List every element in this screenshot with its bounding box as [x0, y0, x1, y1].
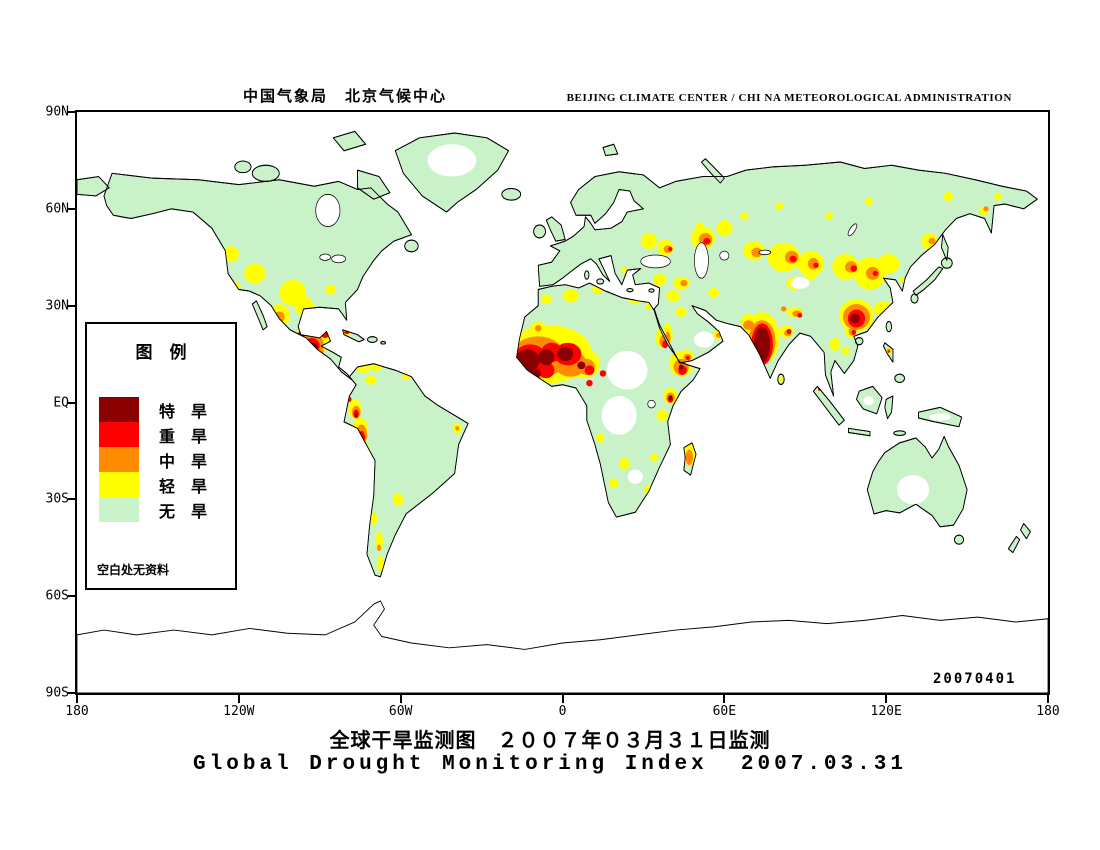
legend-label: 轻 旱	[159, 476, 208, 496]
legend-note: 空白处无资料	[97, 563, 170, 577]
lon-tick-label: 120W	[223, 704, 255, 719]
legend-title: 图 例	[135, 343, 187, 363]
legend-swatch-extreme	[99, 397, 139, 422]
lat-tick-mark	[68, 595, 77, 598]
footer-caption-english: Global Drought Monitoring Index 2007.03.…	[193, 753, 907, 776]
lat-tick-mark	[68, 207, 77, 210]
lon-tick-label: 60E	[712, 704, 737, 719]
lat-tick-label: 30N	[45, 298, 69, 314]
lon-tick-mark	[723, 693, 726, 703]
lat-tick-label: 90S	[45, 685, 69, 701]
lon-tick-label: 180	[1036, 704, 1060, 719]
lon-tick-mark	[561, 693, 564, 703]
legend-item: 无 旱	[99, 497, 235, 522]
lat-tick-label: 30S	[45, 491, 69, 507]
legend-box: 图 例 特 旱重 旱中 旱轻 旱无 旱 空白处无资料	[85, 322, 237, 590]
lon-tick-mark	[399, 693, 402, 703]
footer-caption-chinese: 全球干旱监测图 ２００７年０３月３１日监测	[329, 728, 771, 752]
lat-tick-mark	[68, 111, 77, 113]
lat-tick-mark	[68, 304, 77, 307]
lat-tick-mark	[68, 498, 77, 501]
legend-item: 中 旱	[99, 447, 235, 472]
legend-label: 中 旱	[159, 451, 208, 471]
lon-tick-mark	[76, 693, 78, 703]
legend-item: 重 旱	[99, 422, 235, 447]
lat-tick-label: EQ	[53, 395, 69, 410]
lon-tick-label: 120E	[870, 704, 902, 719]
legend-item: 特 旱	[99, 397, 235, 422]
lon-tick-mark	[885, 693, 888, 703]
lon-tick-label: 60W	[388, 704, 413, 719]
legend-item: 轻 旱	[99, 472, 235, 497]
map-frame: 90N 60N 30N EQ 30S 60S 90S 180 120W 60W 0 60E 120E 18…	[46, 105, 1060, 720]
header-title-chinese: 中国气象局 北京气候中心	[242, 87, 447, 105]
legend-swatch-severe	[99, 422, 139, 447]
nodata-layer	[427, 144, 951, 505]
legend-label: 特 旱	[159, 401, 208, 421]
map-date-stamp: 20070401	[933, 671, 1017, 687]
lat-tick-label: 60N	[45, 201, 69, 217]
legend-swatch-light	[99, 472, 139, 497]
lon-tick-label: 0	[558, 704, 567, 719]
lon-tick-mark	[1047, 693, 1049, 703]
lon-tick-label: 180	[65, 704, 89, 719]
lon-tick-mark	[237, 693, 240, 703]
lat-tick-label: 90N	[45, 104, 69, 120]
legend-label: 重 旱	[159, 426, 208, 446]
legend-swatch-moderate	[99, 447, 139, 472]
lat-tick-mark	[68, 401, 77, 404]
world-map	[77, 129, 1048, 693]
header-title-english: BEIJING CLIMATE CENTER / CHI NA METEOROL…	[566, 92, 1012, 104]
antarctica	[77, 600, 1048, 693]
legend-label: 无 旱	[159, 501, 208, 521]
lat-tick-label: 60S	[45, 588, 69, 604]
lakes-layer	[315, 193, 858, 409]
legend-swatch-none	[99, 497, 139, 522]
legend-items: 特 旱重 旱中 旱轻 旱无 旱	[99, 397, 235, 522]
lat-tick-mark	[68, 692, 77, 694]
